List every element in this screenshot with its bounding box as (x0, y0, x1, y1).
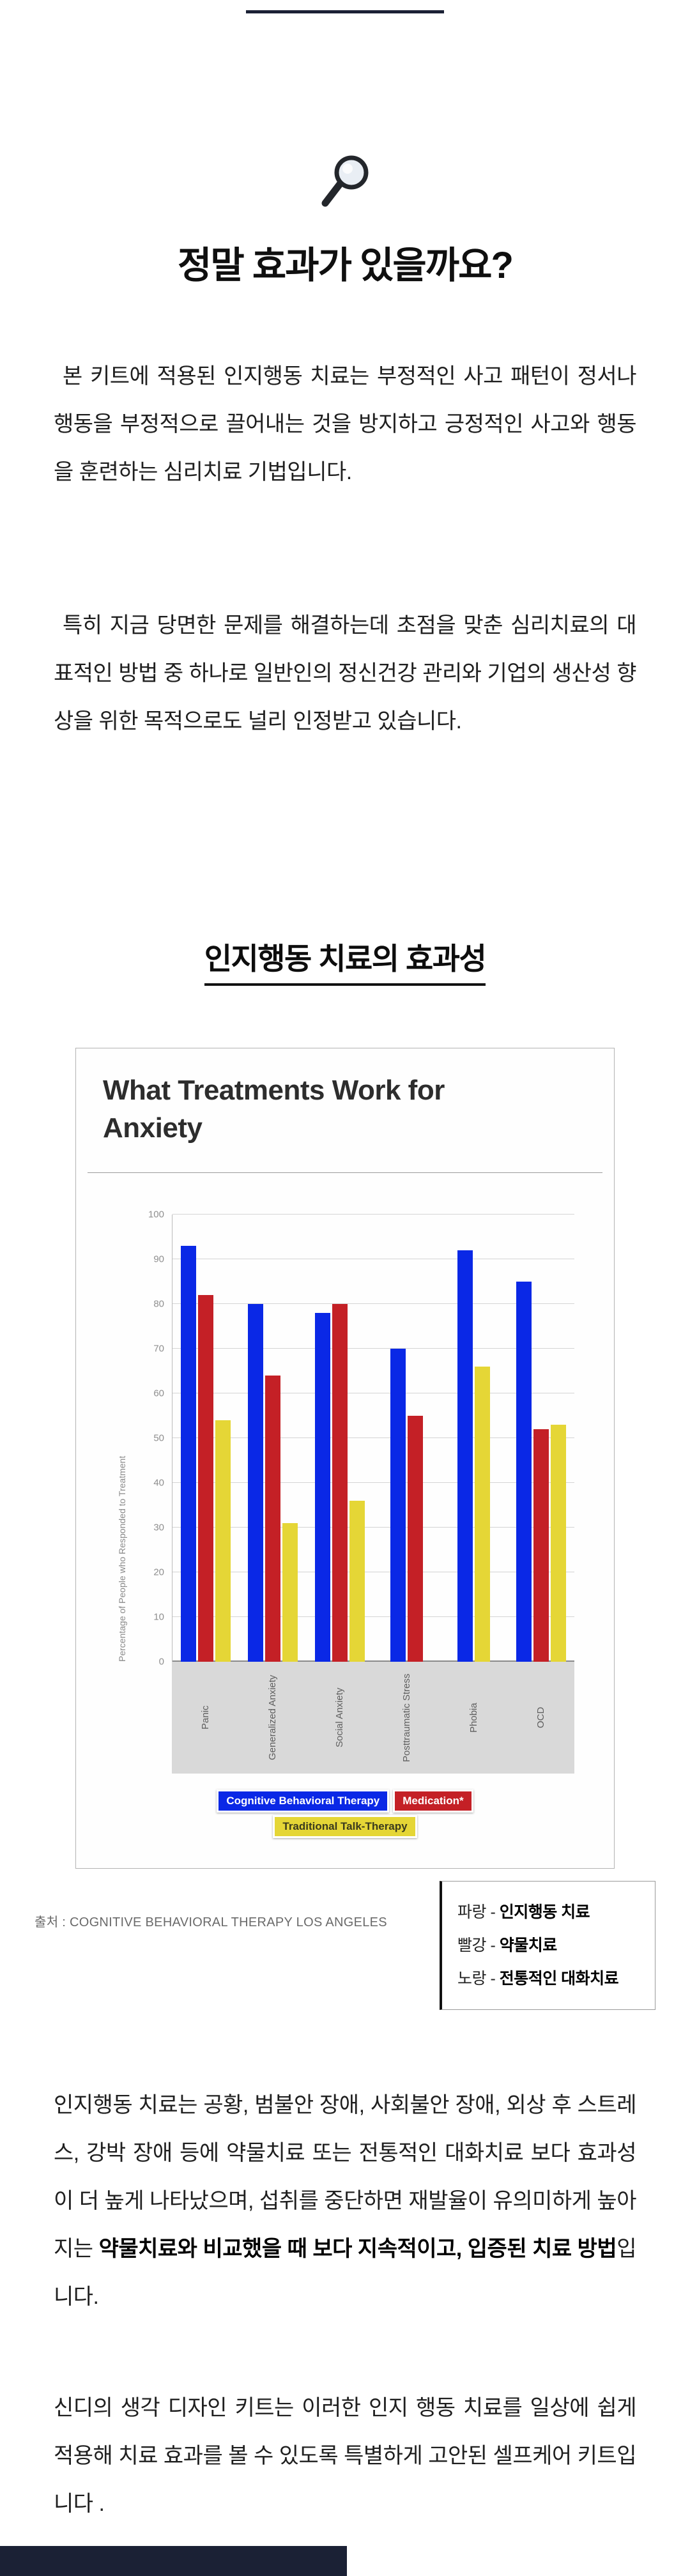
bar (215, 1420, 231, 1662)
magnifier-icon (316, 152, 374, 211)
chart-legend: Cognitive Behavioral Therapy Medication* … (76, 1790, 614, 1838)
bar-group (240, 1215, 307, 1662)
footer-bar (0, 2546, 347, 2576)
bar-group (172, 1215, 240, 1662)
chart-bar-groups (172, 1215, 574, 1662)
x-category-label: Posttraumatic Stress (401, 1673, 412, 1762)
color-legend-item: 노랑 - 전통적인 대화치료 (457, 1962, 640, 1995)
x-category-label: Social Anxiety (334, 1687, 345, 1748)
x-category-label: Generalized Anxiety (266, 1675, 278, 1761)
bar-group (440, 1215, 507, 1662)
chart-title-rule (88, 1172, 602, 1173)
gridline (172, 1482, 574, 1483)
bar (198, 1295, 214, 1662)
bar (390, 1349, 406, 1662)
gridline (172, 1303, 574, 1304)
top-divider (246, 10, 444, 13)
y-tick-label: 70 (153, 1343, 164, 1354)
bar (265, 1376, 281, 1662)
x-category-label: Phobia (468, 1703, 479, 1733)
gridline (172, 1527, 574, 1528)
chart-y-axis-label: Percentage of People who Responded to Tr… (117, 1455, 127, 1662)
chart-yaxis-ticks: 0 10 20 30 40 50 60 70 80 90 100 (140, 1209, 168, 1667)
y-tick-label: 20 (153, 1567, 164, 1578)
section-heading: 인지행동 치료의 효과성 (0, 934, 690, 986)
y-tick-label: 10 (153, 1611, 164, 1623)
y-tick-label: 30 (153, 1522, 164, 1533)
y-tick-label: 50 (153, 1432, 164, 1444)
chart-legend-row2: Traditional Talk-Therapy (273, 1815, 417, 1838)
chart-legend-row1: Cognitive Behavioral Therapy Medication* (217, 1790, 473, 1813)
bar-group (507, 1215, 574, 1662)
legend-item: Traditional Talk-Therapy (273, 1815, 417, 1838)
legend-item: Medication* (393, 1790, 473, 1813)
x-category-label: OCD (535, 1706, 546, 1729)
effect-paragraph-text: 입니다. (54, 2237, 637, 2309)
bar (408, 1416, 424, 1662)
y-tick-label: 0 (158, 1656, 164, 1667)
color-legend-box: 파랑 - 인지행동 치료 빨강 - 약물치료 노랑 - 전통적인 대화치료 (440, 1881, 656, 2010)
color-legend-label: 전통적인 대화치료 (499, 1970, 619, 1988)
color-legend-label: 인지행동 치료 (499, 1903, 590, 1921)
x-category-label: Panic (199, 1705, 211, 1730)
y-tick-label: 100 (148, 1209, 164, 1220)
color-legend-prefix: 빨강 - (457, 1936, 500, 1954)
bar (282, 1523, 298, 1662)
chart-x-labels: Panic Generalized Anxiety Social Anxiety Po… (172, 1662, 574, 1774)
effect-paragraph-bold: 약물치료와 비교했을 때 보다 지속적이고, 입증된 치료 방법 (98, 2237, 617, 2261)
bar (181, 1246, 197, 1662)
bar (248, 1304, 264, 1662)
y-tick-label: 90 (153, 1254, 164, 1265)
bar (550, 1425, 566, 1662)
color-legend-label: 약물치료 (499, 1936, 558, 1954)
chart-plot (172, 1214, 574, 1662)
bar-group (307, 1215, 374, 1662)
bar (349, 1501, 365, 1662)
gridline (172, 1616, 574, 1617)
intro-paragraph-2: 특히 지금 당면한 문제를 해결하는데 초점을 맞춘 심리치료의 대표적인 방법… (54, 613, 637, 733)
bar (516, 1282, 532, 1662)
bar (457, 1250, 473, 1662)
legend-item: Cognitive Behavioral Therapy (217, 1790, 390, 1813)
color-legend-item: 파랑 - 인지행동 치료 (457, 1896, 640, 1929)
closing-paragraph: 신디의 생각 디자인 키트는 이러한 인지 행동 치료를 일상에 쉽게 적용해 … (54, 2396, 637, 2516)
color-legend-prefix: 파랑 - (457, 1903, 500, 1921)
y-tick-label: 80 (153, 1298, 164, 1310)
y-tick-label: 60 (153, 1388, 164, 1399)
bar (533, 1429, 549, 1662)
bar (315, 1313, 331, 1662)
bar (332, 1304, 348, 1662)
color-legend-prefix: 노랑 - (457, 1970, 500, 1988)
chart-title: What Treatments Work for Anxiety (103, 1075, 445, 1144)
y-tick-label: 40 (153, 1477, 164, 1489)
gridline (172, 1660, 574, 1662)
intro-paragraph-1: 본 키트에 적용된 인지행동 치료는 부정적인 사고 패턴이 정서나 행동을 부… (54, 364, 637, 484)
gridline (172, 1214, 574, 1215)
effect-paragraph: 인지행동 치료는 공황, 범불안 장애, 사회불안 장애, 외상 후 스트레스,… (54, 2082, 637, 2321)
bar (475, 1367, 491, 1662)
gridline (172, 1348, 574, 1349)
color-legend-item: 빨강 - 약물치료 (457, 1929, 640, 1962)
effect-paragraph-text: 인지행동 치료는 공황, 범불안 장애, 사회불안 장애, 외상 후 스트레스,… (54, 2093, 637, 2261)
page-title: 정말 효과가 있을까요? (178, 245, 514, 286)
section-heading-text: 인지행동 치료의 효과성 (204, 934, 487, 986)
source-credit: 출처 : COGNITIVE BEHAVIORAL THERAPY LOS AN… (34, 1915, 387, 1929)
chart-figure: What Treatments Work for Anxiety Percent… (75, 1048, 615, 1869)
bar-group (373, 1215, 440, 1662)
